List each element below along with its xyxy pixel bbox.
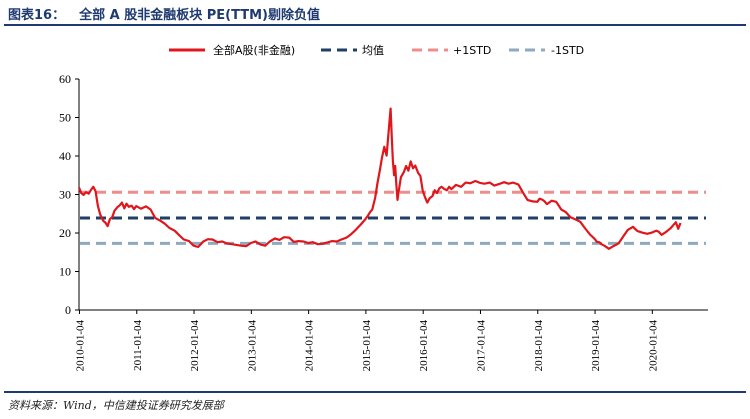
- x-tick-label: 2015-01-04: [361, 320, 373, 372]
- x-tick-label: 2010-01-04: [74, 320, 86, 372]
- y-tick-label: 40: [59, 149, 71, 163]
- x-tick-label: 2016-01-04: [418, 320, 430, 372]
- bottom-rule: [4, 391, 746, 393]
- x-tick-label: 2013-01-04: [246, 320, 258, 372]
- legend-item-minus-std-label: -1STD: [551, 44, 584, 57]
- figure-number: 图表16：: [8, 8, 66, 23]
- top-rule: [4, 24, 746, 26]
- legend-item-pe-label: 全部A股(非金融): [213, 43, 295, 57]
- legend-item-plus-std-label: +1STD: [453, 44, 491, 57]
- y-tick-label: 30: [59, 188, 71, 202]
- legend: 全部A股(非金融) 均值 +1STD -1STD: [169, 43, 584, 57]
- figure-title: 图表16： 全部 A 股非金融板块 PE(TTM)剔除负值: [8, 4, 334, 23]
- y-tick-label: 60: [59, 72, 71, 86]
- x-tick-label: 2011-01-04: [132, 320, 144, 371]
- plot-area: [77, 107, 682, 250]
- y-tick-label: 10: [59, 265, 71, 279]
- pe-series-line: [77, 107, 682, 250]
- x-tick-label: 2017-01-04: [475, 320, 487, 372]
- x-tick-label: 2020-01-04: [647, 320, 659, 372]
- reference-lines: [80, 190, 706, 245]
- legend-item-mean-label: 均值: [362, 44, 384, 57]
- y-tick-label: 50: [59, 111, 71, 125]
- x-tick-label: 2014-01-04: [304, 320, 316, 372]
- y-tick-label: 20: [59, 226, 71, 240]
- x-tick-label: 2019-01-04: [590, 320, 602, 372]
- source-note: 资料来源：Wind，中信建投证券研究发展部: [8, 399, 224, 412]
- x-tick-label: 2012-01-04: [189, 320, 201, 372]
- x-tick-label: 2018-01-04: [533, 320, 545, 372]
- chart: 全部A股(非金融) 均值 +1STD -1STD 0 10 20 30 40 50 60 2010-…: [59, 43, 708, 371]
- y-tick-label: 0: [65, 303, 71, 317]
- axes: 0 10 20 30 40 50 60 2010-01-04 2011-01-04 2012-01…: [59, 72, 708, 371]
- chart-title: 全部 A 股非金融板块 PE(TTM)剔除负值: [79, 8, 320, 23]
